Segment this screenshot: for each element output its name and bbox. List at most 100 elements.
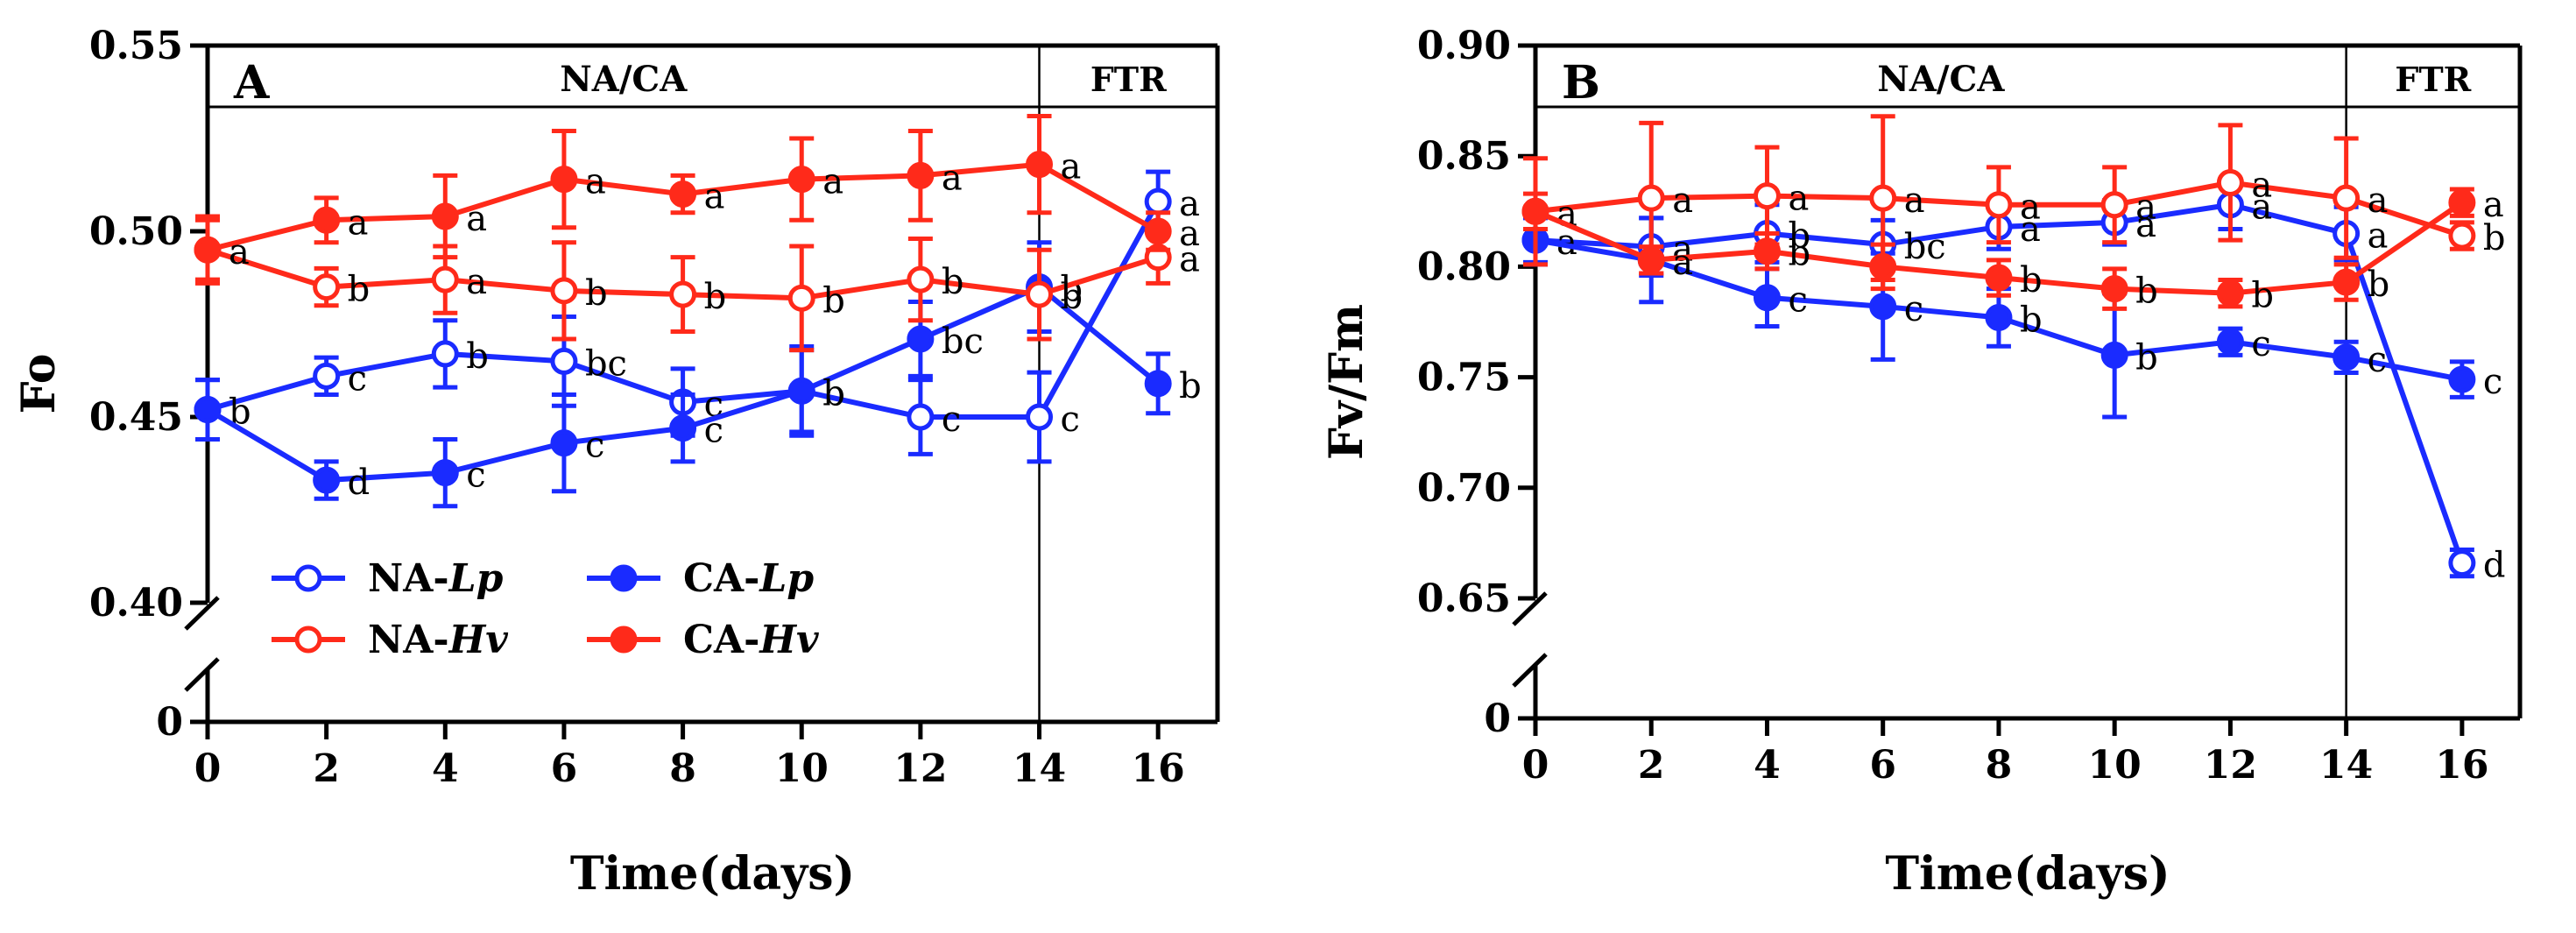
data-point bbox=[1144, 370, 1172, 398]
legend-label-species: Hv bbox=[448, 618, 509, 662]
significance-letter: b bbox=[1788, 216, 1810, 257]
data-point bbox=[2100, 275, 2128, 303]
y-tick-label: 0.85 bbox=[1417, 134, 1511, 179]
significance-letter: a bbox=[1179, 184, 1200, 224]
panel-a-fo-chart: NA/CA FTR A 0.40 0.45 0.50 0.55 00 2 4 6 8 10 12 14 16 T… bbox=[12, 24, 1220, 901]
y-tick-label: 0.75 bbox=[1417, 356, 1511, 400]
x-tick-label: 16 bbox=[2435, 743, 2488, 788]
significance-letter: a bbox=[1556, 223, 1577, 263]
data-point bbox=[2333, 184, 2361, 212]
x-tick-group: 0 2 4 6 8 10 12 14 16 bbox=[194, 722, 1185, 791]
x-tick-label: 8 bbox=[669, 746, 696, 791]
significance-letter: c bbox=[2483, 362, 2502, 402]
significance-letter: b bbox=[1788, 234, 1810, 274]
legend-label-prefix: NA- bbox=[368, 556, 449, 601]
x-tick-label: 0 bbox=[194, 746, 222, 791]
data-point bbox=[1985, 264, 2013, 292]
panel-label: B bbox=[1562, 56, 1600, 110]
x-tick-label: 12 bbox=[2204, 743, 2257, 788]
significance-letter: b bbox=[1179, 366, 1202, 406]
data-point bbox=[313, 206, 341, 234]
data-point bbox=[431, 459, 459, 487]
legend-item-ca-lp: CA-Lp bbox=[587, 556, 814, 601]
significance-letter: a bbox=[2020, 187, 2041, 228]
significance-letter: b bbox=[2483, 218, 2506, 258]
legend-label-species: Hv bbox=[758, 618, 819, 662]
data-point bbox=[1026, 280, 1054, 308]
significance-letter: a bbox=[2368, 180, 2389, 221]
data-point bbox=[2216, 328, 2244, 356]
significance-letter: c bbox=[585, 426, 604, 466]
legend-label-species: Lp bbox=[758, 556, 814, 601]
y-tick-label: 0.45 bbox=[89, 395, 183, 440]
legend-label-species: Lp bbox=[448, 556, 504, 601]
significance-letter: a bbox=[348, 202, 369, 243]
data-point bbox=[550, 347, 578, 375]
significance-letter: a bbox=[942, 158, 963, 198]
x-tick-label: 8 bbox=[1986, 743, 2013, 788]
significance-letter: b bbox=[1061, 270, 1083, 310]
legend-label: CA-Lp bbox=[683, 556, 814, 601]
data-point bbox=[1637, 246, 1665, 274]
data-point bbox=[907, 161, 935, 189]
significance-letter: a bbox=[2251, 187, 2272, 228]
legend-item-na-lp: NA-Lp bbox=[272, 556, 504, 601]
legend-swatch-marker bbox=[294, 564, 322, 592]
data-point bbox=[431, 202, 459, 230]
data-point bbox=[1521, 197, 1549, 225]
significance-letter: a bbox=[2135, 187, 2156, 228]
significance-letter: b bbox=[1061, 277, 1083, 317]
significance-letter: b bbox=[2135, 272, 2158, 312]
data-point bbox=[2448, 222, 2476, 250]
significance-letter: c bbox=[348, 358, 367, 399]
axis-break-mark-upper bbox=[184, 596, 220, 631]
y-tick-group: 0.40 0.45 0.50 0.55 0 bbox=[89, 24, 208, 745]
significance-letter: c bbox=[942, 399, 961, 440]
significance-letter: bc bbox=[1904, 227, 1946, 267]
series-na-hv: a a a a a aa ab bbox=[1521, 114, 2506, 283]
y-tick-label: 0.50 bbox=[89, 209, 183, 254]
y-tick-label: 0.80 bbox=[1417, 244, 1511, 289]
significance-letter: a bbox=[1672, 243, 1693, 283]
data-point bbox=[2333, 343, 2361, 371]
x-tick-label: 4 bbox=[432, 746, 459, 791]
significance-letter: a bbox=[466, 262, 487, 302]
data-point bbox=[907, 325, 935, 353]
significance-letter: a bbox=[2020, 209, 2041, 250]
data-point bbox=[313, 466, 341, 494]
axis-break-mark-lower bbox=[184, 657, 220, 692]
legend-label-prefix: CA- bbox=[683, 618, 759, 662]
panel-b-fvfm-chart: NA/CA FTR B 0.65 0.70 0.75 0.80 0.85 0.90 00 2 4 6 8 1… bbox=[1320, 24, 2523, 901]
y-axis-title: Fo bbox=[12, 354, 66, 414]
data-point bbox=[2100, 191, 2128, 219]
x-tick-label: 14 bbox=[2319, 743, 2373, 788]
significance-letter: b bbox=[585, 273, 608, 314]
data-point bbox=[431, 340, 459, 368]
data-point bbox=[907, 403, 935, 431]
data-point bbox=[194, 396, 222, 424]
significance-letter: b bbox=[466, 336, 489, 377]
data-point bbox=[431, 265, 459, 293]
significance-letter: c bbox=[1904, 289, 1923, 329]
x-tick-label: 10 bbox=[775, 746, 829, 791]
data-point bbox=[313, 273, 341, 301]
significance-letter: a bbox=[704, 177, 725, 217]
significance-letter: a bbox=[229, 232, 250, 272]
data-point bbox=[1753, 237, 1781, 265]
significance-letter: d bbox=[2483, 546, 2506, 586]
significance-letter: a bbox=[822, 162, 843, 202]
data-point bbox=[907, 265, 935, 293]
data-point bbox=[550, 429, 578, 457]
data-point bbox=[1026, 403, 1054, 431]
data-point bbox=[313, 362, 341, 390]
data-point bbox=[1026, 151, 1054, 179]
significance-letter: b bbox=[2020, 260, 2043, 300]
significance-letter: b bbox=[822, 280, 845, 321]
axis-break-mark-upper bbox=[1512, 591, 1548, 626]
significance-letter: b bbox=[2020, 300, 2043, 340]
x-tick-label: 0 bbox=[1522, 743, 1549, 788]
y-axis-title: Fv/Fm bbox=[1320, 304, 1373, 460]
x-axis-title: Time(days) bbox=[570, 847, 855, 901]
significance-letter: a bbox=[1904, 180, 1925, 221]
